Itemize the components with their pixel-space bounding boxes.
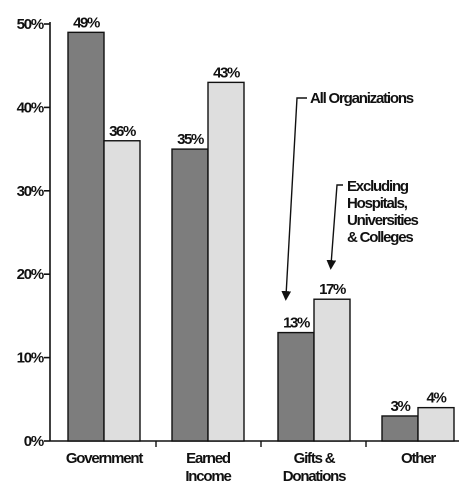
y-tick-label: 50% xyxy=(17,16,44,33)
bar xyxy=(103,140,141,442)
data-label: 35% xyxy=(177,131,204,148)
category-label: Income xyxy=(185,468,231,485)
data-label: 4% xyxy=(427,390,447,407)
annotations: All Organizations ExcludingHospitals,Univ… xyxy=(281,90,420,301)
annotation-excluding: Excluding xyxy=(347,178,409,195)
data-label: 13% xyxy=(283,315,310,332)
data-label: 3% xyxy=(391,398,411,415)
annotation-arrow-all-organizations xyxy=(281,97,307,301)
category-label: Earned xyxy=(186,450,231,467)
y-tick-label: 30% xyxy=(17,183,44,200)
bar xyxy=(277,331,315,442)
category-label: Other xyxy=(401,450,436,467)
bar xyxy=(381,415,419,442)
data-label: 17% xyxy=(319,281,346,298)
y-tick-label: 20% xyxy=(17,266,44,283)
category-label: Government xyxy=(66,450,144,467)
annotation-all-organizations: All Organizations xyxy=(310,90,414,107)
y-tick-label: 40% xyxy=(17,99,44,116)
annotation-arrow-excluding xyxy=(326,184,343,270)
bar xyxy=(67,31,105,442)
annotation-excluding: Universities xyxy=(347,212,418,229)
y-tick-label: 10% xyxy=(17,350,44,367)
annotation-excluding: Hospitals, xyxy=(347,195,408,212)
y-tick-label: 0% xyxy=(24,433,44,450)
category-label: Donations xyxy=(283,468,346,485)
bars xyxy=(67,31,455,442)
bar xyxy=(207,81,245,442)
annotation-excluding: & Colleges xyxy=(347,229,413,246)
category-label: Gifts & xyxy=(294,450,336,467)
data-label: 36% xyxy=(109,123,136,140)
bar xyxy=(171,148,209,442)
data-label: 49% xyxy=(73,14,100,31)
bar xyxy=(313,298,351,442)
bar xyxy=(417,406,455,442)
data-label: 43% xyxy=(213,64,240,81)
